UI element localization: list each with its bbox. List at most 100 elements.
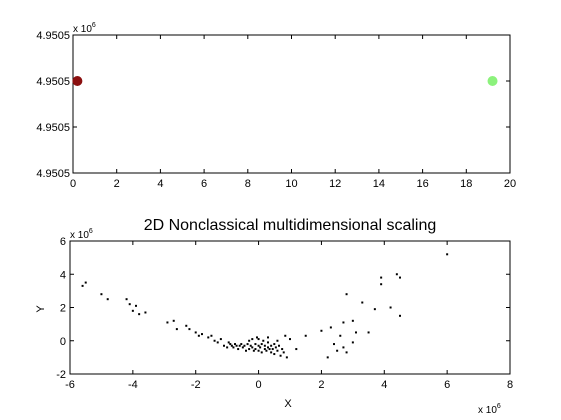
- bottom-data-point: [380, 276, 383, 279]
- bottom-x-tick-label: 4: [381, 379, 387, 391]
- bottom-data-point: [259, 346, 262, 349]
- top-y-tick-label: 4.9505: [36, 122, 70, 134]
- bottom-data-point: [361, 301, 364, 304]
- bottom-data-point: [351, 341, 354, 344]
- bottom-data-point: [256, 336, 258, 339]
- bottom-data-point: [252, 349, 255, 352]
- top-x-tick-label: 18: [460, 178, 472, 190]
- bottom-data-point: [282, 351, 285, 354]
- bottom-data-point: [84, 281, 87, 284]
- top-data-point: [487, 76, 498, 86]
- bottom-data-point: [263, 348, 266, 351]
- bottom-data-point: [267, 341, 269, 344]
- bottom-data-point: [260, 351, 263, 354]
- bottom-data-point: [194, 331, 197, 334]
- bottom-data-point: [320, 329, 323, 332]
- bottom-data-point: [254, 348, 257, 351]
- bottom-data-point: [213, 339, 216, 342]
- bottom-data-point: [339, 334, 342, 337]
- bottom-data-point: [278, 344, 280, 347]
- bottom-data-point: [345, 351, 348, 354]
- bottom-x-multiplier: x 106: [478, 403, 501, 416]
- bottom-data-point: [245, 349, 247, 352]
- bottom-data-point: [285, 356, 288, 359]
- bottom-data-point: [367, 331, 370, 334]
- bottom-y-tick-label: -2: [56, 369, 66, 381]
- bottom-data-point: [389, 306, 392, 309]
- bottom-data-point: [273, 353, 276, 356]
- bottom-data-point: [257, 349, 260, 352]
- top-x-tick-label: 6: [201, 178, 207, 190]
- top-axes-ticks: 0 2 4 6 8 10 12 14 16 18 20 4.9505 4.9505 4.9505 4.950…: [36, 30, 516, 190]
- top-data-point: [72, 76, 83, 86]
- bottom-data-point: [257, 344, 260, 347]
- bottom-y-tick-label: 4: [60, 269, 66, 281]
- bottom-data-point: [329, 326, 332, 329]
- bottom-y-multiplier: x 106: [70, 228, 93, 241]
- bottom-data-point: [248, 348, 251, 351]
- top-x-tick-label: 12: [329, 178, 341, 190]
- bottom-scatter-axes: 2D Nonclassical multidimensional scaling…: [35, 217, 513, 416]
- bottom-data-point: [251, 346, 254, 349]
- bottom-data-point: [270, 344, 273, 347]
- bottom-x-tick-label: 0: [256, 379, 262, 391]
- bottom-data-point: [207, 336, 210, 339]
- bottom-data-point: [380, 283, 383, 286]
- bottom-data-point: [373, 308, 376, 311]
- bottom-data-point: [271, 348, 274, 351]
- bottom-data-point: [234, 343, 236, 346]
- top-x-tick-label: 16: [416, 178, 428, 190]
- top-x-tick-label: 4: [157, 178, 163, 190]
- bottom-data-point: [276, 349, 279, 352]
- bottom-data-point: [219, 338, 222, 341]
- bottom-data-point: [281, 348, 284, 351]
- top-y-tick-label: 4.9505: [36, 168, 70, 180]
- bottom-data-point: [263, 344, 266, 347]
- bottom-data-point: [262, 339, 265, 342]
- bottom-data-point: [355, 331, 357, 334]
- bottom-data-point: [241, 346, 244, 349]
- bottom-data-point: [257, 338, 260, 341]
- bottom-data-point: [216, 341, 219, 344]
- bottom-data-point: [243, 344, 246, 347]
- bottom-data-point: [128, 303, 131, 306]
- bottom-data-point: [279, 354, 282, 357]
- bottom-data-point: [446, 253, 449, 256]
- bottom-x-tick-label: -6: [65, 379, 75, 391]
- bottom-data-point: [249, 344, 252, 347]
- top-x-tick-label: 0: [70, 178, 76, 190]
- bottom-data-point: [237, 348, 240, 351]
- bottom-data-point: [268, 348, 271, 351]
- top-scatter-axes: 0 2 4 6 8 10 12 14 16 18 20 4.9505 4.9505 4.9505 4.950…: [36, 22, 516, 190]
- bottom-data-point: [201, 333, 203, 336]
- bottom-data-point: [235, 344, 238, 347]
- top-x-tick-label: 2: [114, 178, 120, 190]
- bottom-data-point: [342, 321, 345, 324]
- bottom-x-tick-label: 2: [318, 379, 324, 391]
- y-axis-label: Y: [35, 305, 47, 313]
- bottom-data-point: [185, 324, 188, 327]
- bottom-data-point: [81, 284, 84, 287]
- bottom-data-point: [289, 338, 291, 341]
- bottom-data-point: [210, 334, 213, 337]
- top-axes-points: [72, 76, 498, 86]
- bottom-data-point: [246, 343, 249, 346]
- top-axes-frame: [72, 34, 511, 174]
- bottom-data-point: [273, 343, 276, 346]
- bottom-data-point: [399, 276, 401, 279]
- bottom-axes-ticks: -6 -4 -2 0 2 4 6 8 -2 0 2 4 6: [56, 236, 513, 391]
- bottom-data-point: [276, 339, 279, 342]
- top-x-tick-label: 10: [285, 178, 297, 190]
- top-x-tick-label: 20: [504, 178, 516, 190]
- bottom-data-point: [295, 348, 298, 351]
- bottom-y-tick-label: 2: [60, 303, 66, 315]
- bottom-data-point: [351, 319, 354, 322]
- bottom-data-point: [260, 343, 263, 346]
- bottom-x-tick-label: 8: [507, 379, 513, 391]
- top-y-multiplier: x 106: [73, 22, 96, 35]
- bottom-data-point: [270, 351, 273, 354]
- bottom-data-point: [135, 304, 137, 307]
- bottom-data-point: [267, 346, 269, 349]
- bottom-data-point: [197, 334, 200, 337]
